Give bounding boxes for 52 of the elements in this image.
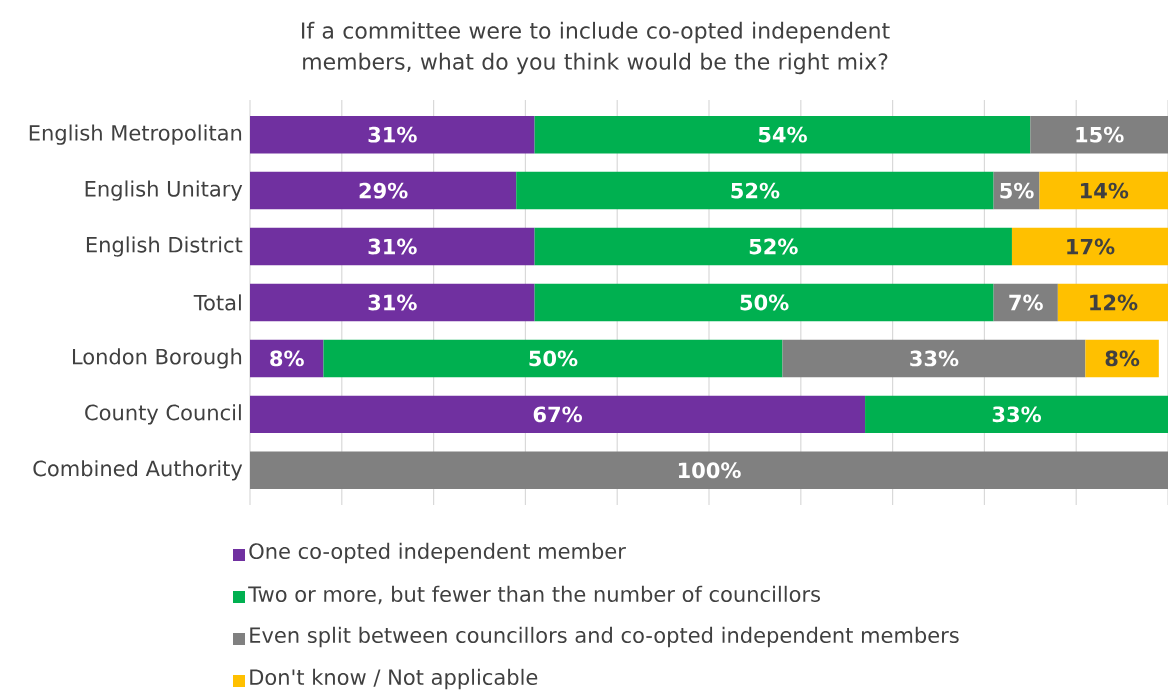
data-label: 29% [359,182,408,199]
data-label: 14% [1080,182,1129,199]
bar [250,115,535,154]
data-label: 8% [1105,350,1140,367]
bar [1039,171,1168,210]
data-label: 52% [731,182,780,199]
bar [534,115,1031,154]
y-tick-label: Combined Authority [33,460,243,481]
bar [250,283,535,322]
legend-label: Even split between councillors and co-opted independent members [250,626,959,648]
data-label: 17% [1067,238,1115,255]
y-tick-label: London Borough [73,348,242,369]
data-label: 12% [1090,294,1138,311]
data-label: 31% [368,294,417,311]
data-label: 33% [992,406,1042,423]
bar [1057,283,1168,322]
data-label: 15% [1076,126,1124,143]
chart-title: If a committee were to include co-opted independent members, what do you think would be the right mix? [302,21,890,75]
legend-label: Two or more, but fewer than the number of councillors [248,585,821,605]
bar [323,339,783,378]
bar [993,283,1058,322]
data-label: 31% [368,126,417,143]
data-label: 54% [758,126,807,143]
legend-label: One co-opted independent member [249,542,626,564]
bar [250,227,535,266]
bar [865,395,1168,434]
bar [250,451,1168,490]
data-label: 5% [1000,182,1034,199]
y-tick-label: Total [193,294,241,311]
bar [1030,115,1168,154]
data-label: 50% [529,350,578,367]
bar [1011,227,1168,266]
data-label: 31% [368,238,417,255]
bar [534,227,1012,266]
bar [534,283,994,322]
bar [250,171,517,210]
legend-label: Don't know / Not applicable [250,668,538,690]
bar [782,339,1086,378]
bar [250,395,866,434]
data-label: 52% [749,238,798,255]
data-label: 33% [910,350,959,367]
y-tick-label: County Council [85,404,241,425]
bar [516,171,994,210]
data-label: 8% [270,350,304,367]
y-tick-label: English Metropolitan [29,124,242,145]
data-label: 7% [1009,294,1043,311]
data-label: 100% [678,462,741,479]
data-label: 50% [740,294,789,311]
y-tick-label: English District [86,236,243,257]
y-tick-label: English Unitary [85,180,243,201]
data-label: 67% [533,406,583,423]
bar [1085,339,1159,378]
